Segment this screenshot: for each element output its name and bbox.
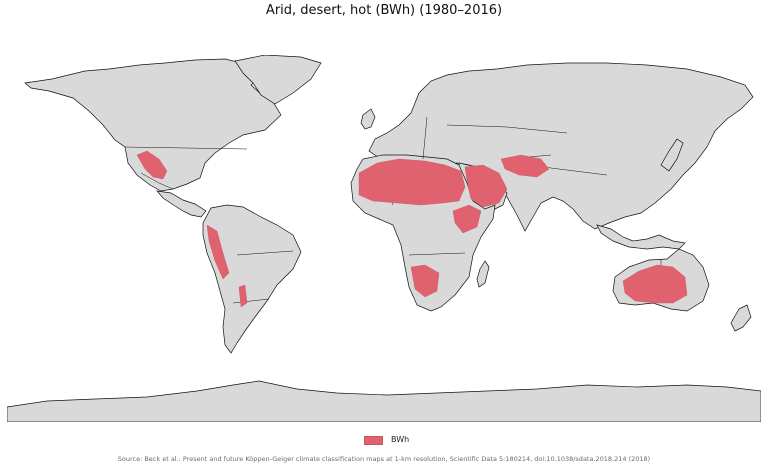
bwh-region-southern-africa xyxy=(410,264,440,298)
bwh-region-sahara xyxy=(358,158,466,206)
bwh-region-patagonia xyxy=(238,284,248,308)
border-line xyxy=(124,146,248,150)
land-madagascar xyxy=(476,260,490,288)
land-layer xyxy=(7,55,761,422)
land-indonesia xyxy=(596,224,686,250)
border-line xyxy=(446,124,568,134)
bwh-region-iran-pakistan xyxy=(500,154,550,178)
legend-label-bwh: BWh xyxy=(391,435,410,444)
legend-swatch-bwh xyxy=(364,435,383,445)
land-japan xyxy=(660,138,684,172)
land-new-zealand xyxy=(730,304,752,332)
bwh-regions xyxy=(136,150,688,308)
land-north-america xyxy=(24,58,282,192)
bwh-region-australia xyxy=(622,264,688,304)
border-line xyxy=(408,252,466,256)
land-uk xyxy=(360,108,376,130)
land-greenland xyxy=(234,55,322,105)
map-title: Arid, desert, hot (BWh) (1980–2016) xyxy=(265,3,503,18)
land-antarctica xyxy=(7,380,761,422)
border-line xyxy=(140,172,174,190)
bwh-region-horn-of-africa xyxy=(452,204,482,234)
border-line xyxy=(236,250,294,256)
bwh-region-south-america-coast xyxy=(206,224,230,280)
bwh-region-arabia xyxy=(464,164,508,208)
land-central-america xyxy=(156,190,207,218)
border-line xyxy=(232,298,270,304)
source-note: Source: Beck et al.: Present and future … xyxy=(117,455,651,463)
bwh-region-north-america xyxy=(136,150,168,180)
land-south-america xyxy=(202,204,302,354)
border-line xyxy=(422,116,428,160)
world-map xyxy=(7,55,761,422)
map-legend: BWh xyxy=(364,434,409,446)
